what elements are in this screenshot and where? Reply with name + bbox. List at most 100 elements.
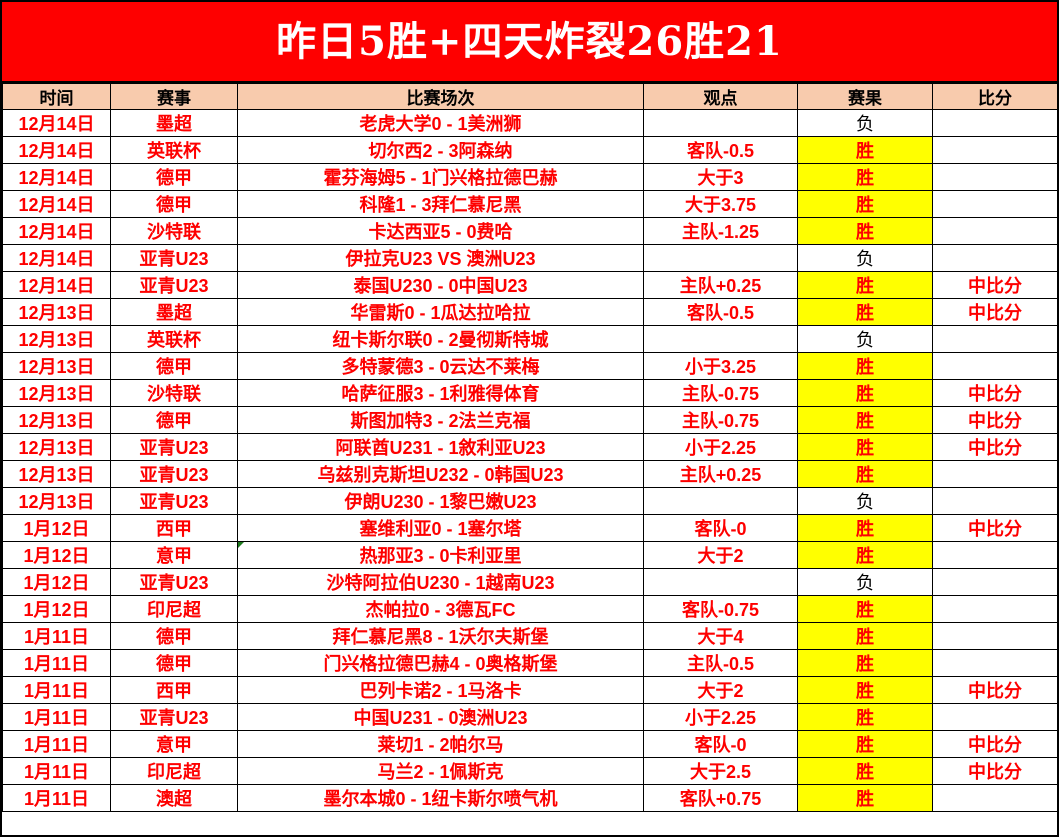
cell-result: 负 bbox=[797, 487, 933, 515]
cell-score: 中比分 bbox=[932, 406, 1057, 434]
cell-match: 门兴格拉德巴赫4 - 0奥格斯堡 bbox=[237, 649, 644, 677]
results-table: 时间 赛事 比赛场次 观点 赛果 比分 12月14日 墨超 老虎大学0 - 1美洲狮… bbox=[2, 83, 1057, 812]
cell-league: 亚青U23 bbox=[110, 460, 238, 488]
cell-score bbox=[932, 703, 1057, 731]
cell-match: 哈萨征服3 - 1利雅得体育 bbox=[237, 379, 644, 407]
cell-view: 主队-0.5 bbox=[643, 649, 798, 677]
cell-league: 印尼超 bbox=[110, 757, 238, 785]
cell-view bbox=[643, 487, 798, 515]
cell-score bbox=[932, 163, 1057, 191]
cell-match: 阿联酋U231 - 1敘利亚U23 bbox=[237, 433, 644, 461]
cell-date: 12月14日 bbox=[2, 109, 111, 137]
cell-view: 小于2.25 bbox=[643, 433, 798, 461]
cell-result: 胜 bbox=[797, 136, 933, 164]
cell-score: 中比分 bbox=[932, 298, 1057, 326]
cell-view: 客队-0.75 bbox=[643, 595, 798, 623]
table-row: 1月12日 印尼超 杰帕拉0 - 3德瓦FC 客队-0.75 胜 bbox=[2, 595, 1057, 623]
cell-date: 1月11日 bbox=[2, 784, 111, 812]
cell-score bbox=[932, 190, 1057, 218]
cell-match: 莱切1 - 2帕尔马 bbox=[237, 730, 644, 758]
cell-view: 大于2 bbox=[643, 676, 798, 704]
table-row: 12月13日 德甲 斯图加特3 - 2法兰克福 主队-0.75 胜中比分 bbox=[2, 406, 1057, 434]
cell-match: 华雷斯0 - 1瓜达拉哈拉 bbox=[237, 298, 644, 326]
cell-result: 胜 bbox=[797, 703, 933, 731]
cell-league: 亚青U23 bbox=[110, 703, 238, 731]
cell-view bbox=[643, 244, 798, 272]
cell-match: 伊拉克U23 VS 澳洲U23 bbox=[237, 244, 644, 272]
cell-view bbox=[643, 325, 798, 353]
cell-score bbox=[932, 352, 1057, 380]
table-row: 12月13日 亚青U23 伊朗U230 - 1黎巴嫩U23 负 bbox=[2, 487, 1057, 515]
cell-match: 巴列卡诺2 - 1马洛卡 bbox=[237, 676, 644, 704]
cell-league: 德甲 bbox=[110, 352, 238, 380]
cell-result: 负 bbox=[797, 244, 933, 272]
cell-match: 沙特阿拉伯U230 - 1越南U23 bbox=[237, 568, 644, 596]
cell-view: 大于4 bbox=[643, 622, 798, 650]
cell-league: 德甲 bbox=[110, 622, 238, 650]
column-header-league: 赛事 bbox=[110, 83, 238, 110]
cell-league: 亚青U23 bbox=[110, 271, 238, 299]
table-row: 12月14日 德甲 科隆1 - 3拜仁慕尼黑 大于3.75 胜 bbox=[2, 190, 1057, 218]
cell-score bbox=[932, 136, 1057, 164]
cell-match: 乌兹别克斯坦U232 - 0韩国U23 bbox=[237, 460, 644, 488]
cell-view: 小于3.25 bbox=[643, 352, 798, 380]
cell-date: 12月14日 bbox=[2, 190, 111, 218]
cell-view: 主队-0.75 bbox=[643, 379, 798, 407]
cell-date: 12月13日 bbox=[2, 379, 111, 407]
cell-result: 胜 bbox=[797, 433, 933, 461]
cell-date: 12月13日 bbox=[2, 352, 111, 380]
table-row: 1月11日 德甲 拜仁慕尼黑8 - 1沃尔夫斯堡 大于4 胜 bbox=[2, 622, 1057, 650]
cell-view: 大于2.5 bbox=[643, 757, 798, 785]
cell-score bbox=[932, 541, 1057, 569]
cell-view bbox=[643, 109, 798, 137]
cell-date: 12月13日 bbox=[2, 487, 111, 515]
cell-league: 意甲 bbox=[110, 730, 238, 758]
cell-result: 胜 bbox=[797, 460, 933, 488]
cell-score bbox=[932, 109, 1057, 137]
cell-score bbox=[932, 649, 1057, 677]
cell-match: 老虎大学0 - 1美洲狮 bbox=[237, 109, 644, 137]
cell-league: 德甲 bbox=[110, 190, 238, 218]
cell-score: 中比分 bbox=[932, 433, 1057, 461]
table-row: 12月14日 沙特联 卡达西亚5 - 0费哈 主队-1.25 胜 bbox=[2, 217, 1057, 245]
cell-view: 主队+0.25 bbox=[643, 271, 798, 299]
cell-result: 负 bbox=[797, 568, 933, 596]
cell-result: 胜 bbox=[797, 190, 933, 218]
cell-date: 1月11日 bbox=[2, 703, 111, 731]
cell-score bbox=[932, 595, 1057, 623]
cell-league: 西甲 bbox=[110, 676, 238, 704]
cell-league: 德甲 bbox=[110, 649, 238, 677]
table-row: 1月11日 亚青U23 中国U231 - 0澳洲U23 小于2.25 胜 bbox=[2, 703, 1057, 731]
column-header-time: 时间 bbox=[2, 83, 111, 110]
cell-date: 12月13日 bbox=[2, 298, 111, 326]
cell-date: 1月11日 bbox=[2, 649, 111, 677]
cell-result: 负 bbox=[797, 325, 933, 353]
cell-league: 英联杯 bbox=[110, 325, 238, 353]
cell-league: 西甲 bbox=[110, 514, 238, 542]
cell-view: 大于3 bbox=[643, 163, 798, 191]
banner-title: 昨日5胜+四天炸裂26胜21 bbox=[276, 17, 783, 65]
cell-league: 德甲 bbox=[110, 406, 238, 434]
header-row: 时间 赛事 比赛场次 观点 赛果 比分 bbox=[2, 83, 1057, 110]
cell-result: 胜 bbox=[797, 784, 933, 812]
cell-match: 中国U231 - 0澳洲U23 bbox=[237, 703, 644, 731]
cell-date: 12月13日 bbox=[2, 460, 111, 488]
cell-date: 12月14日 bbox=[2, 163, 111, 191]
table-row: 1月11日 印尼超 马兰2 - 1佩斯克 大于2.5 胜中比分 bbox=[2, 757, 1057, 785]
cell-view bbox=[643, 568, 798, 596]
cell-result: 胜 bbox=[797, 730, 933, 758]
cell-match: 伊朗U230 - 1黎巴嫩U23 bbox=[237, 487, 644, 515]
cell-score bbox=[932, 244, 1057, 272]
cell-league: 意甲 bbox=[110, 541, 238, 569]
cell-result: 胜 bbox=[797, 298, 933, 326]
cell-match: 塞维利亚0 - 1塞尔塔 bbox=[237, 514, 644, 542]
cell-view: 客队-0 bbox=[643, 514, 798, 542]
cell-match: 多特蒙德3 - 0云达不莱梅 bbox=[237, 352, 644, 380]
column-header-match: 比赛场次 bbox=[237, 83, 644, 110]
cell-date: 1月12日 bbox=[2, 568, 111, 596]
table-row: 12月14日 墨超 老虎大学0 - 1美洲狮 负 bbox=[2, 109, 1057, 137]
cell-result: 胜 bbox=[797, 379, 933, 407]
cell-error-flag-icon bbox=[238, 542, 244, 548]
table-row: 1月11日 澳超 墨尔本城0 - 1纽卡斯尔喷气机 客队+0.75 胜 bbox=[2, 784, 1057, 812]
cell-date: 1月12日 bbox=[2, 514, 111, 542]
